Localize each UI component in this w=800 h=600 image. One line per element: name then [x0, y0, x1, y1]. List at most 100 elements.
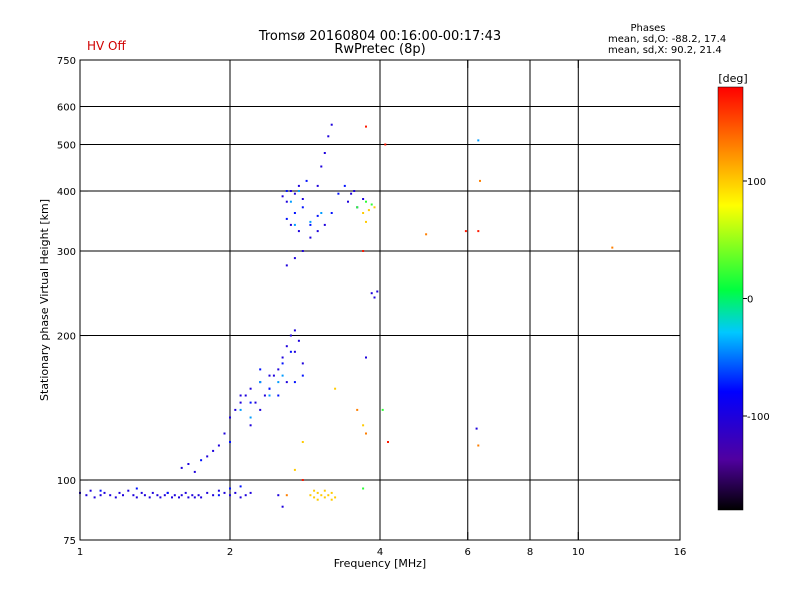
colorbar-label: [deg]: [718, 72, 747, 85]
echo-point: [316, 230, 319, 233]
echo-point: [135, 496, 138, 499]
y-axis-label: Stationary phase Virtual Height [km]: [38, 199, 51, 401]
echo-point: [127, 489, 130, 492]
echo-point: [301, 198, 304, 200]
echo-point: [239, 401, 242, 404]
echo-point: [99, 494, 102, 497]
echo-point: [277, 494, 280, 497]
echo-point: [323, 496, 326, 499]
echo-point: [365, 125, 367, 128]
echo-point: [285, 381, 288, 384]
colorbar-tick-label: 100: [747, 177, 766, 188]
echo-point: [171, 496, 173, 499]
echo-point: [163, 494, 166, 497]
data-points: [79, 123, 614, 508]
echo-point: [151, 491, 154, 494]
echo-point: [479, 179, 481, 182]
colorbar-ticks: 100 0 -100: [743, 177, 770, 423]
echo-point: [259, 408, 262, 411]
echo-point: [193, 496, 196, 499]
echo-point: [254, 401, 257, 404]
echo-point: [309, 223, 312, 226]
echo-point: [301, 362, 304, 365]
echo-point: [309, 494, 312, 497]
echo-point: [297, 190, 300, 192]
y-tick-label: 750: [57, 56, 76, 67]
echo-point: [316, 214, 319, 217]
y-tick-label: 200: [57, 332, 76, 343]
echo-point: [477, 139, 480, 142]
echo-point: [180, 494, 183, 497]
echo-point: [239, 496, 242, 499]
echo-point: [611, 246, 614, 249]
echo-point: [285, 345, 288, 348]
echo-point: [85, 494, 88, 497]
echo-point: [281, 374, 284, 377]
echo-point: [347, 200, 349, 203]
echo-point: [334, 496, 337, 499]
echo-point: [289, 223, 292, 226]
echo-point: [249, 424, 252, 427]
echo-point: [293, 257, 296, 260]
echo-point: [249, 387, 252, 390]
echo-point: [197, 494, 200, 497]
echo-point: [477, 444, 480, 447]
echo-point: [187, 496, 190, 499]
echo-point: [191, 494, 194, 497]
echo-point: [229, 494, 231, 497]
echo-point: [356, 408, 359, 411]
echo-point: [343, 184, 346, 187]
echo-point: [350, 192, 353, 195]
echo-point: [166, 491, 169, 494]
echo-point: [320, 212, 323, 214]
echo-point: [373, 296, 376, 299]
echo-point: [132, 494, 135, 497]
echo-point: [370, 203, 373, 206]
echo-point: [330, 212, 333, 214]
echo-point: [313, 489, 316, 492]
echo-point: [234, 491, 237, 494]
echo-point: [277, 368, 280, 371]
echo-point: [212, 494, 215, 497]
echo-point: [323, 152, 326, 154]
echo-point: [293, 468, 296, 471]
echo-point: [477, 230, 480, 233]
chart-title: Tromsø 20160804 00:16:00-00:17:43: [258, 29, 501, 44]
echo-point: [305, 179, 308, 182]
echo-point: [118, 491, 121, 494]
echo-point: [320, 494, 323, 497]
echo-point: [249, 416, 252, 419]
echo-point: [277, 394, 280, 397]
echo-point: [337, 192, 340, 195]
x-tick-label: 10: [572, 547, 585, 558]
x-axis-label: Frequency [MHz]: [334, 557, 426, 570]
colorbar: [717, 86, 744, 511]
echo-point: [173, 494, 176, 497]
echo-point: [301, 374, 304, 377]
echo-point: [223, 432, 226, 435]
echo-point: [272, 374, 275, 377]
echo-point: [263, 394, 266, 397]
echo-point: [239, 394, 242, 397]
echo-point: [103, 491, 106, 494]
echo-point: [217, 494, 220, 497]
echo-point: [356, 206, 359, 209]
echo-point: [184, 491, 187, 494]
echo-point: [297, 230, 300, 233]
echo-point: [206, 491, 209, 494]
echo-point: [217, 444, 220, 447]
echo-point: [229, 441, 231, 443]
echo-point: [293, 212, 296, 214]
echo-point: [365, 200, 367, 203]
echo-point: [289, 350, 292, 353]
echo-point: [330, 491, 333, 494]
echo-point: [178, 496, 180, 499]
echo-point: [293, 192, 296, 195]
x-tick-label: 6: [465, 547, 471, 558]
echo-point: [365, 220, 367, 223]
hv-status: HV Off: [87, 39, 126, 53]
echo-point: [285, 494, 288, 497]
colorbar-tick-label: 0: [747, 295, 753, 306]
y-tick-label: 600: [57, 103, 76, 114]
